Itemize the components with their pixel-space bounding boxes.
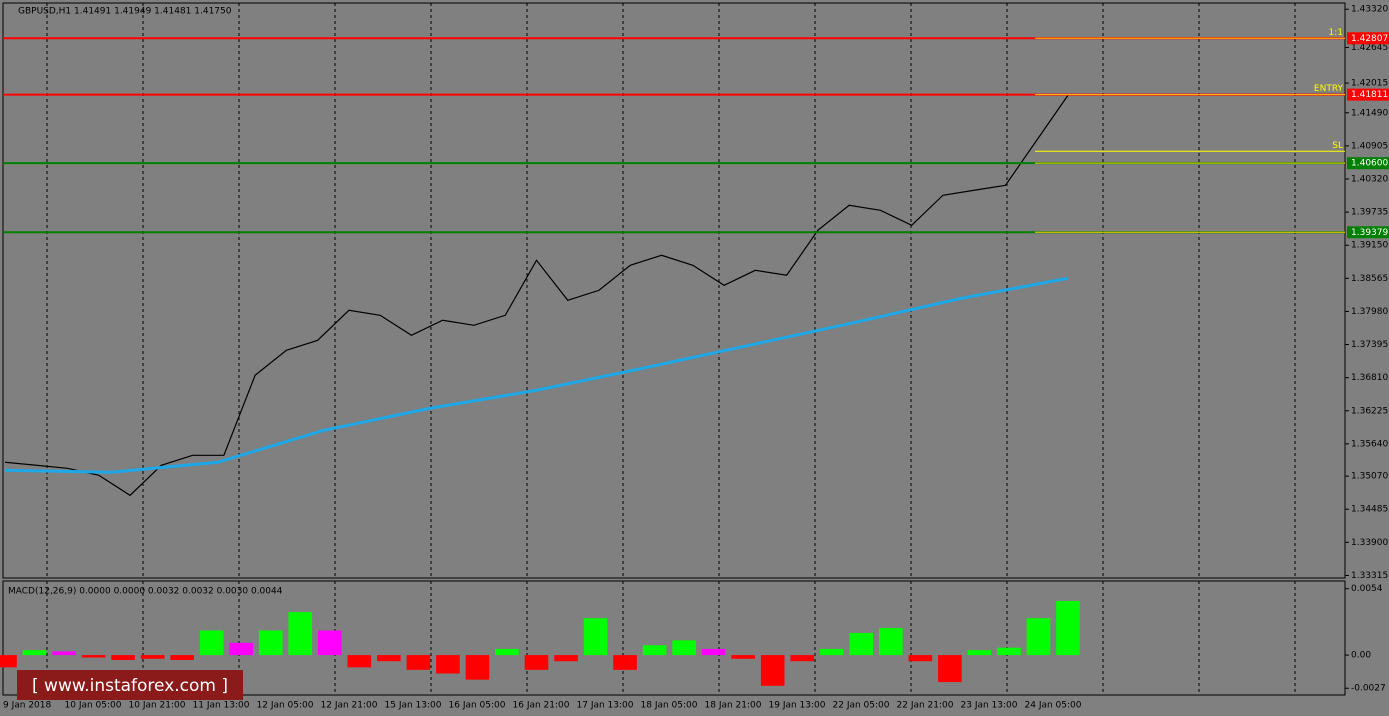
y-tick-label: 1.37980: [1351, 307, 1388, 317]
macd-bar: [258, 630, 283, 656]
level-text: ENTRY: [1314, 84, 1344, 94]
x-tick-label: 23 Jan 13:00: [961, 701, 1018, 711]
macd-bar: [81, 655, 106, 658]
level-text: SL: [1332, 141, 1343, 151]
x-tick-label: 12 Jan 05:00: [257, 701, 314, 711]
x-tick-label: 18 Jan 05:00: [641, 701, 698, 711]
macd-bar: [465, 655, 490, 680]
watermark: [ www.instaforex.com ]: [32, 676, 228, 696]
y-tick-label: 1.40320: [1351, 175, 1388, 185]
price-panel: [2, 2, 1346, 579]
macd-bar: [642, 645, 667, 656]
macd-bar: [849, 632, 874, 656]
level-label-box: [1347, 88, 1389, 101]
y-tick-label: 0.00: [1351, 651, 1371, 661]
level-label: 1.42807: [1351, 34, 1388, 44]
x-tick-label: 10 Jan 05:00: [65, 701, 122, 711]
y-tick-label: 1.40905: [1351, 141, 1388, 151]
y-tick-label: 1.38565: [1351, 274, 1388, 284]
y-tick-label: 1.36225: [1351, 406, 1388, 416]
macd-bar: [613, 655, 637, 670]
x-tick-label: 12 Jan 21:00: [321, 701, 378, 711]
macd-bar: [790, 655, 815, 662]
y-tick-label: 1.37395: [1351, 340, 1388, 350]
level-label-box: [1347, 226, 1389, 239]
macd-bar: [583, 618, 608, 656]
y-tick-label: 1.33900: [1351, 538, 1388, 548]
macd-bar: [495, 648, 519, 656]
x-tick-label: 22 Jan 21:00: [897, 701, 954, 711]
x-tick-label: 16 Jan 05:00: [449, 701, 506, 711]
x-tick-label: 17 Jan 13:00: [577, 701, 634, 711]
macd-bar: [554, 655, 578, 662]
macd-bar: [819, 648, 844, 656]
macd-bar: [908, 655, 933, 662]
macd-bar: [997, 647, 1021, 656]
macd-bar: [317, 630, 342, 656]
x-tick-label: 15 Jan 13:00: [385, 701, 442, 711]
macd-bar: [1026, 618, 1051, 656]
macd-bar: [0, 655, 17, 668]
header: GBPUSD,H1 1.41491 1.41949 1.41481 1.4175…: [18, 7, 232, 17]
macd-bar: [1056, 601, 1080, 656]
y-tick-label: 1.35070: [1351, 472, 1388, 482]
grid: [46, 3, 1296, 695]
macd-bar: [731, 655, 756, 659]
macd-title: MACD(12,26,9) 0.0000 0.0000 0.0032 0.003…: [8, 587, 283, 597]
watermark-box: [17, 670, 243, 700]
x-tick-label: 16 Jan 21:00: [513, 701, 570, 711]
level-text: 1:1: [1329, 28, 1343, 38]
x-tick-label: 24 Jan 05:00: [1025, 701, 1082, 711]
y-tick-label: 1.39735: [1351, 208, 1388, 218]
x-tick-label: 19 Jan 13:00: [769, 701, 826, 711]
y-tick-label: 1.36810: [1351, 373, 1388, 383]
macd-bar: [701, 648, 726, 656]
level-label-box: [1347, 157, 1389, 170]
macd-bar: [436, 655, 460, 674]
y-tick-label: 1.33315: [1351, 571, 1388, 581]
y-tick-label: 1.41490: [1351, 108, 1388, 118]
macd-bar: [22, 650, 47, 656]
y-tick-label: 1.42645: [1351, 43, 1388, 53]
level-label: 1.39379: [1351, 228, 1388, 238]
macd-bar: [672, 640, 696, 656]
macd-bar: [879, 628, 903, 656]
x-tick-label: 18 Jan 21:00: [705, 701, 762, 711]
macd-bar: [524, 655, 549, 670]
macd-bar: [760, 655, 785, 686]
y-tick-label: 1.42015: [1351, 79, 1388, 89]
level-label: 1.40600: [1351, 159, 1388, 169]
y-tick-label: 0.0054: [1351, 584, 1383, 594]
price-line: [4, 276, 1069, 474]
y-tick-label: 1.35640: [1351, 439, 1388, 449]
macd-bar: [406, 655, 431, 670]
macd-bar: [967, 650, 992, 656]
macd-bar: [347, 655, 372, 668]
macd-bar: [377, 655, 401, 662]
x-tick-label: 22 Jan 05:00: [833, 701, 890, 711]
level-label-box: [1347, 32, 1389, 45]
y-tick-label: 1.39150: [1351, 241, 1388, 251]
level-label: 1.41811: [1351, 90, 1388, 100]
price-line: [4, 94, 1069, 497]
macd-bar: [140, 655, 165, 659]
y-tick-label: 1.43320: [1351, 5, 1388, 15]
macd-bar: [288, 612, 313, 656]
macd-bar: [170, 655, 194, 660]
macd-bar: [52, 651, 76, 656]
macd-bar: [111, 655, 135, 660]
y-tick-label: 1.34485: [1351, 505, 1388, 515]
y-tick-label: -0.0027: [1351, 684, 1386, 694]
x-tick-label: 11 Jan 13:00: [193, 701, 250, 711]
x-tick-label: 10 Jan 21:00: [129, 701, 186, 711]
macd-bar: [199, 630, 224, 656]
macd-bar: [938, 655, 962, 683]
x-tick-label: 9 Jan 2018: [3, 701, 51, 711]
macd-bar: [229, 642, 254, 656]
